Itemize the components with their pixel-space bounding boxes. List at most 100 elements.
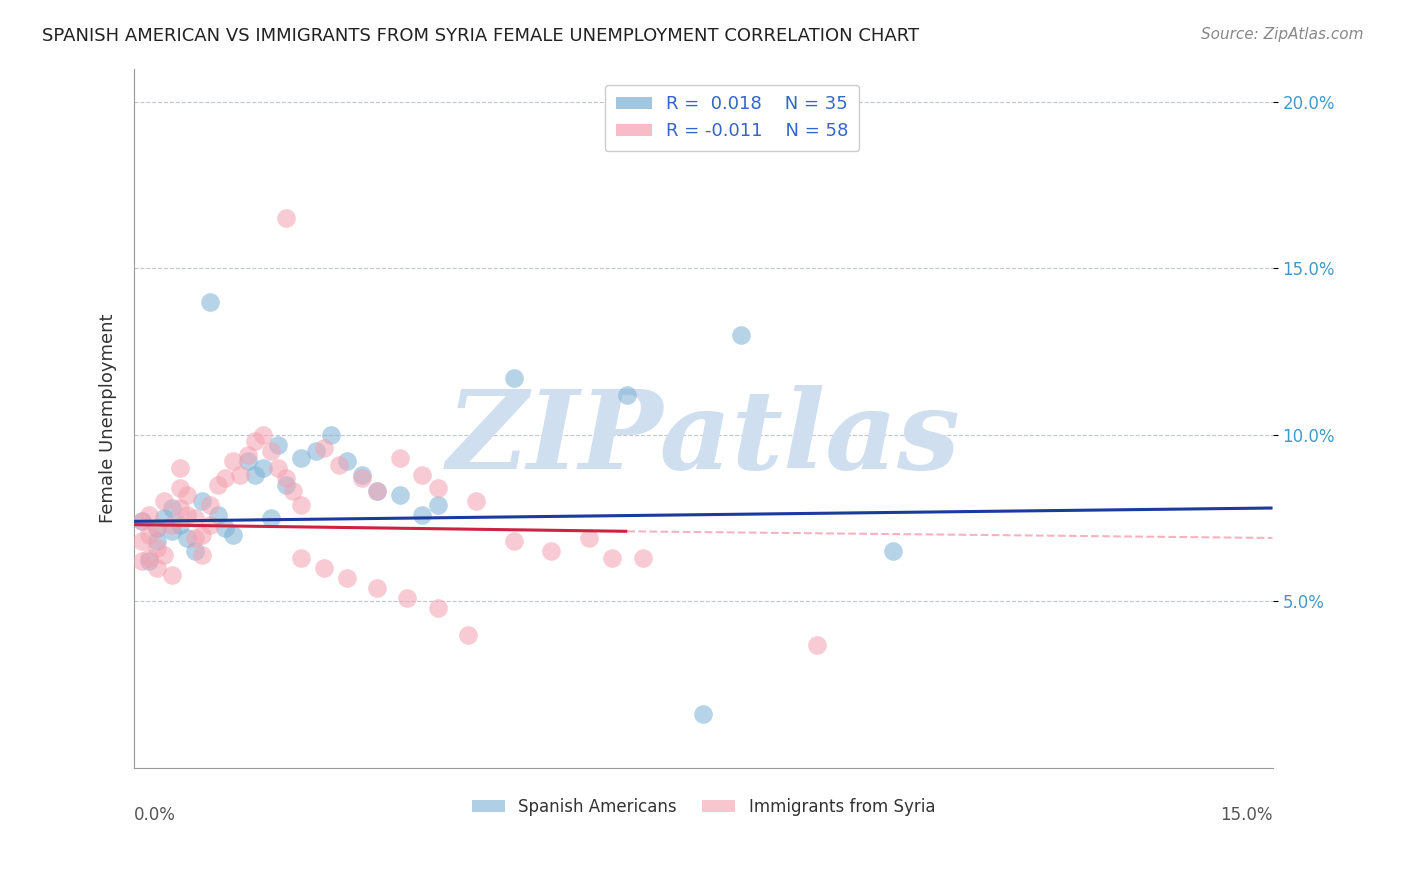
Point — [138, 551, 160, 566]
Point — [153, 548, 176, 562]
Point — [350, 471, 373, 485]
Point — [191, 527, 214, 541]
Point — [160, 501, 183, 516]
Point — [457, 627, 479, 641]
Point — [259, 511, 281, 525]
Point — [274, 211, 297, 226]
Point — [214, 521, 236, 535]
Point — [321, 427, 343, 442]
Point — [176, 531, 198, 545]
Point — [616, 388, 638, 402]
Point — [146, 561, 169, 575]
Point — [169, 517, 191, 532]
Text: ZIPatlas: ZIPatlas — [446, 385, 960, 493]
Point — [388, 451, 411, 466]
Point — [222, 527, 245, 541]
Point — [160, 517, 183, 532]
Point — [131, 554, 153, 568]
Point — [252, 427, 274, 442]
Point — [153, 511, 176, 525]
Point — [350, 467, 373, 482]
Point — [335, 454, 357, 468]
Point — [426, 600, 449, 615]
Point — [184, 531, 207, 545]
Point — [214, 471, 236, 485]
Point — [198, 517, 221, 532]
Point — [198, 498, 221, 512]
Point — [207, 508, 229, 522]
Point — [169, 501, 191, 516]
Point — [274, 471, 297, 485]
Point — [184, 544, 207, 558]
Point — [169, 461, 191, 475]
Y-axis label: Female Unemployment: Female Unemployment — [100, 313, 117, 523]
Point — [502, 371, 524, 385]
Point — [290, 451, 312, 466]
Point — [411, 508, 433, 522]
Point — [396, 591, 419, 605]
Point — [146, 521, 169, 535]
Point — [184, 511, 207, 525]
Point — [160, 524, 183, 539]
Point — [366, 484, 388, 499]
Point — [274, 477, 297, 491]
Point — [138, 508, 160, 522]
Point — [290, 498, 312, 512]
Point — [540, 544, 562, 558]
Point — [138, 554, 160, 568]
Point — [631, 551, 654, 566]
Point — [222, 454, 245, 468]
Point — [366, 581, 388, 595]
Point — [131, 514, 153, 528]
Point — [388, 488, 411, 502]
Point — [146, 521, 169, 535]
Point — [312, 441, 335, 455]
Point — [252, 461, 274, 475]
Point — [426, 481, 449, 495]
Point — [305, 444, 328, 458]
Point — [131, 514, 153, 528]
Point — [146, 534, 169, 549]
Point — [882, 544, 904, 558]
Point — [191, 494, 214, 508]
Point — [328, 458, 350, 472]
Point — [245, 434, 267, 449]
Point — [160, 567, 183, 582]
Point — [176, 488, 198, 502]
Point — [267, 438, 290, 452]
Point — [730, 327, 752, 342]
Text: Source: ZipAtlas.com: Source: ZipAtlas.com — [1201, 27, 1364, 42]
Point — [283, 484, 305, 499]
Point — [236, 454, 259, 468]
Point — [176, 508, 198, 522]
Point — [146, 541, 169, 555]
Legend: Spanish Americans, Immigrants from Syria: Spanish Americans, Immigrants from Syria — [465, 791, 942, 822]
Text: 0.0%: 0.0% — [134, 806, 176, 824]
Point — [312, 561, 335, 575]
Point — [153, 494, 176, 508]
Point — [259, 444, 281, 458]
Point — [267, 461, 290, 475]
Text: 15.0%: 15.0% — [1220, 806, 1272, 824]
Point — [169, 481, 191, 495]
Point — [191, 548, 214, 562]
Point — [290, 551, 312, 566]
Point — [236, 448, 259, 462]
Point — [198, 294, 221, 309]
Point — [207, 477, 229, 491]
Point — [138, 527, 160, 541]
Point — [426, 498, 449, 512]
Point — [502, 534, 524, 549]
Point — [464, 494, 486, 508]
Point — [131, 534, 153, 549]
Point — [245, 467, 267, 482]
Point — [411, 467, 433, 482]
Point — [366, 484, 388, 499]
Point — [229, 467, 252, 482]
Point — [600, 551, 623, 566]
Point — [692, 707, 714, 722]
Point — [578, 531, 600, 545]
Text: SPANISH AMERICAN VS IMMIGRANTS FROM SYRIA FEMALE UNEMPLOYMENT CORRELATION CHART: SPANISH AMERICAN VS IMMIGRANTS FROM SYRI… — [42, 27, 920, 45]
Point — [806, 638, 828, 652]
Point — [335, 571, 357, 585]
